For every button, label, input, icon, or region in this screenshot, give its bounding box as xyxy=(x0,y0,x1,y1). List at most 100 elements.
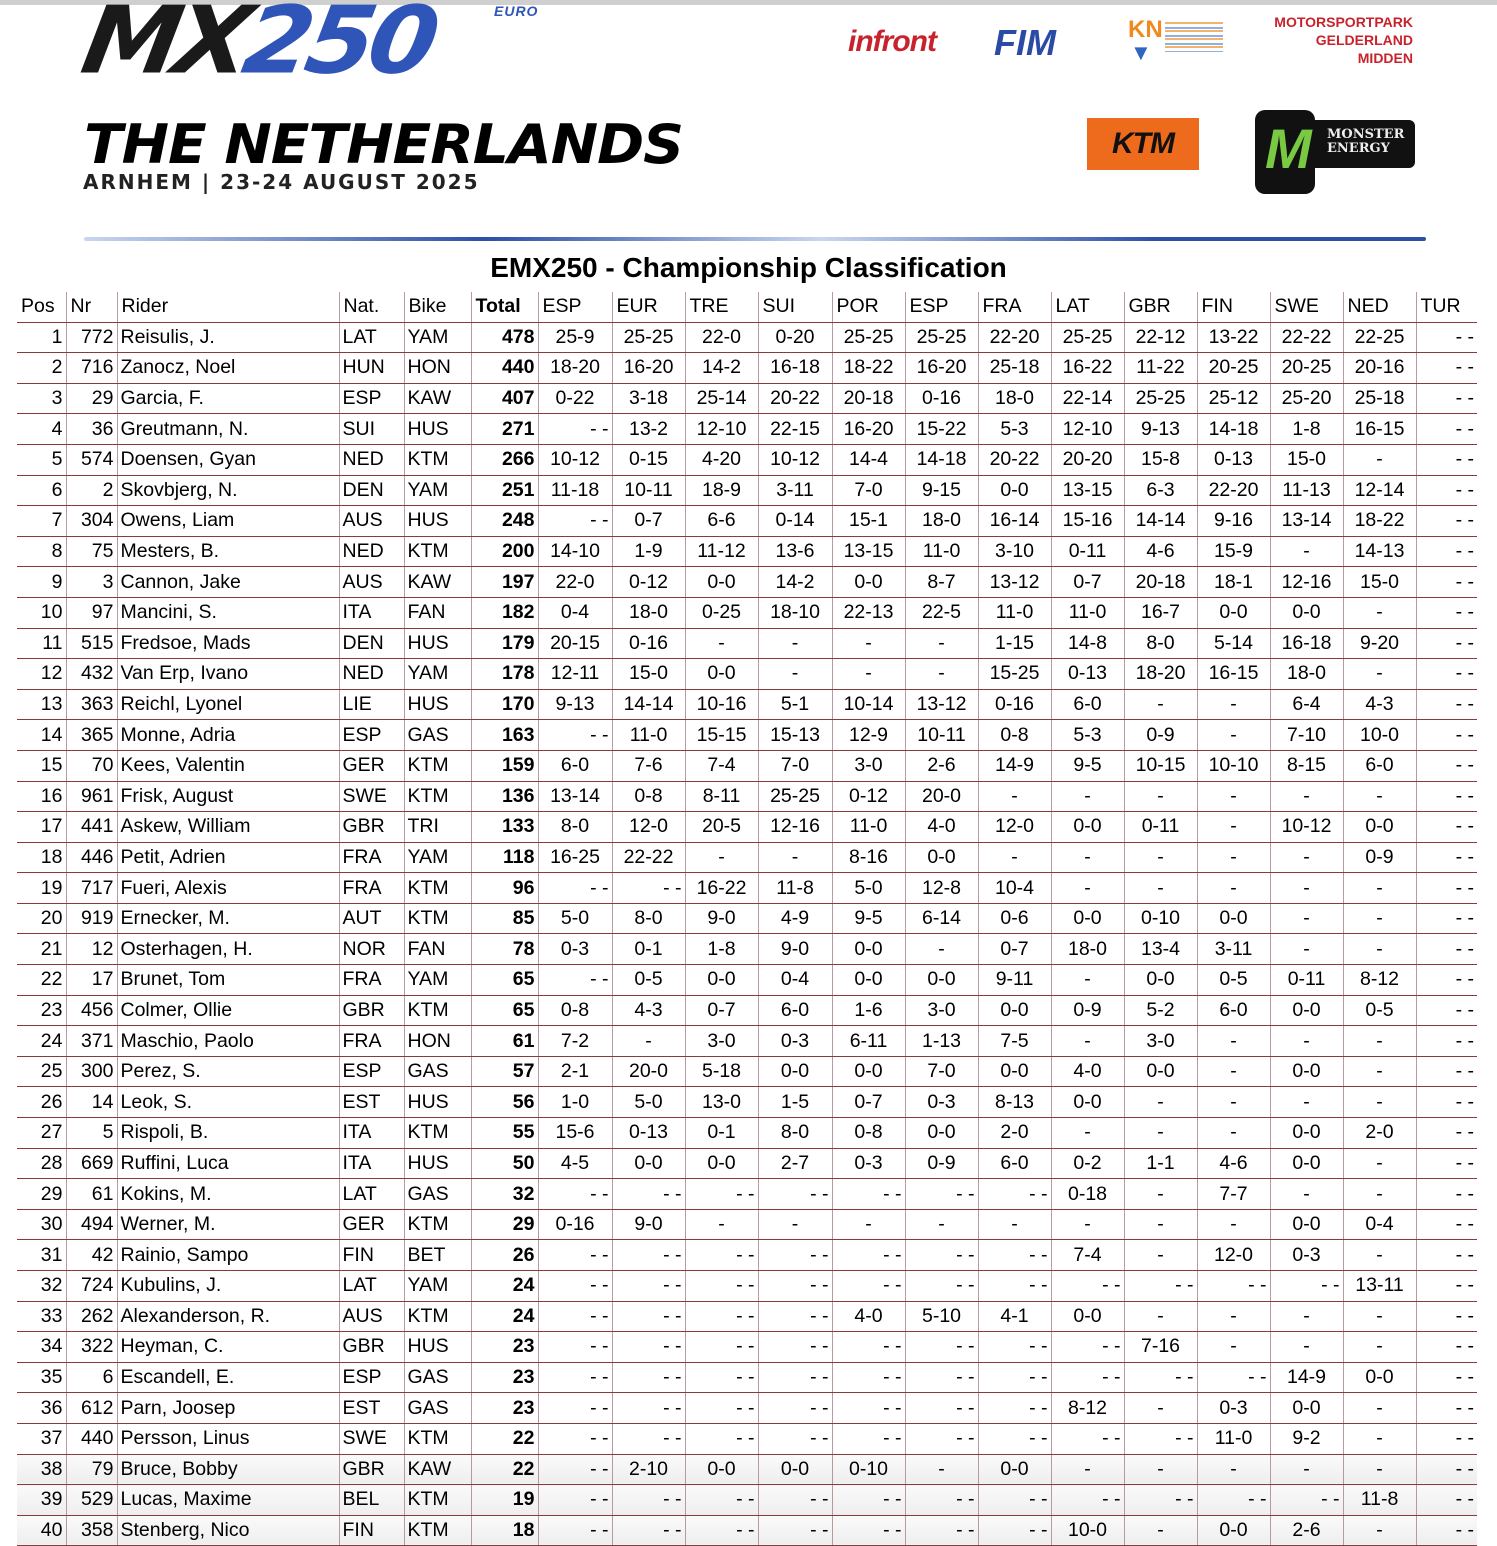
result-cell: 0-4 xyxy=(537,597,612,629)
position-cell: 8 xyxy=(17,536,66,568)
result-cell: - - xyxy=(1415,1392,1477,1424)
result-cell: 8-0 xyxy=(1123,628,1197,660)
column-header: Nat. xyxy=(338,292,404,323)
result-cell: 0-8 xyxy=(831,1117,905,1149)
result-cell: 2-1 xyxy=(537,1056,612,1088)
number-cell: 772 xyxy=(65,322,117,354)
result-cell: 22-22 xyxy=(1269,322,1343,354)
number-cell: 322 xyxy=(65,1331,117,1363)
nationality-cell: SWE xyxy=(338,781,404,813)
number-cell: 574 xyxy=(65,444,117,476)
result-cell: - xyxy=(1196,842,1270,874)
rider-cell: Fredsoe, Mads xyxy=(116,628,339,660)
nationality-cell: FRA xyxy=(338,964,404,996)
rider-cell: Stenberg, Nico xyxy=(116,1515,339,1546)
result-cell: - xyxy=(1342,658,1416,690)
result-cell: 6-4 xyxy=(1269,689,1343,721)
result-cell: 25-25 xyxy=(611,322,685,354)
result-cell: 9-11 xyxy=(977,964,1051,996)
header-divider xyxy=(84,237,1426,241)
result-cell: - xyxy=(1196,781,1270,813)
nationality-cell: EST xyxy=(338,1392,404,1424)
result-cell: - - xyxy=(831,1423,905,1455)
result-cell: - - xyxy=(831,1392,905,1424)
result-cell: 25-25 xyxy=(904,322,978,354)
column-header: ESP xyxy=(904,292,978,323)
total-cell: 248 xyxy=(470,505,538,537)
monster-claw-icon: M xyxy=(1265,117,1312,180)
result-cell: 8-12 xyxy=(1050,1392,1124,1424)
result-cell: 7-0 xyxy=(831,475,905,507)
result-cell: 0-3 xyxy=(904,1086,978,1119)
result-cell: 0-9 xyxy=(1050,995,1124,1027)
result-cell: 14-18 xyxy=(1196,413,1270,445)
result-cell: - - xyxy=(1050,1423,1124,1455)
position-cell: 40 xyxy=(17,1515,66,1546)
result-cell: 15-0 xyxy=(1269,444,1343,476)
total-cell: 22 xyxy=(470,1454,538,1486)
result-cell: - xyxy=(1050,872,1124,904)
result-cell: - xyxy=(1196,811,1270,843)
result-cell: 0-0 xyxy=(904,964,978,996)
rider-cell: Werner, M. xyxy=(116,1209,339,1241)
rider-cell: Fueri, Alexis xyxy=(116,872,339,904)
result-cell: - xyxy=(1196,1454,1270,1486)
result-cell: - - xyxy=(977,1239,1051,1271)
result-cell: 0-3 xyxy=(1269,1239,1343,1271)
result-cell: 16-15 xyxy=(1342,413,1416,445)
result-cell: - xyxy=(611,1025,685,1057)
result-cell: 1-1 xyxy=(1123,1148,1197,1180)
result-cell: 13-15 xyxy=(831,536,905,568)
rider-cell: Frisk, August xyxy=(116,781,339,813)
result-cell: 4-5 xyxy=(537,1148,612,1180)
result-cell: 0-2 xyxy=(1050,1148,1124,1180)
table-row: 12 432 Van Erp, Ivano NED YAM 178 12-11 15-0 0-0… xyxy=(17,658,1477,690)
table-row: 20 919 Ernecker, M. AUT KTM 85 5-0 8-0 9-0 4-9 9-5… xyxy=(17,903,1477,935)
result-cell: 0-0 xyxy=(831,566,905,598)
table-row: 25 300 Perez, S. ESP GAS 57 2-1 20-0 5-18 0-0 0-0 7… xyxy=(17,1056,1477,1088)
position-cell: 4 xyxy=(17,413,66,445)
result-cell: 3-11 xyxy=(1196,933,1270,966)
result-cell: - - xyxy=(537,505,612,537)
total-cell: 19 xyxy=(470,1484,538,1516)
result-cell: 3-0 xyxy=(684,1025,758,1057)
result-cell: - xyxy=(1269,903,1343,935)
column-header: Nr xyxy=(65,292,117,323)
result-cell: 0-7 xyxy=(684,995,758,1027)
rider-cell: Mancini, S. xyxy=(116,597,339,629)
result-cell: 0-0 xyxy=(977,475,1051,507)
result-cell: - - xyxy=(537,964,612,996)
result-cell: - xyxy=(1196,1025,1270,1057)
result-cell: 8-15 xyxy=(1269,750,1343,782)
position-cell: 24 xyxy=(17,1025,66,1057)
result-cell: - xyxy=(1342,872,1416,904)
result-cell: 0-0 xyxy=(1196,903,1270,935)
result-cell: 5-0 xyxy=(611,1086,685,1119)
nationality-cell: GBR xyxy=(338,995,404,1027)
result-cell: - - xyxy=(1415,995,1477,1027)
result-cell: 8-0 xyxy=(757,1117,832,1149)
position-cell: 13 xyxy=(17,689,66,721)
result-cell: 11-18 xyxy=(537,475,612,507)
result-cell: - - xyxy=(684,1484,758,1516)
nationality-cell: AUT xyxy=(338,903,404,935)
bike-cell: HON xyxy=(403,352,471,384)
result-cell: 9-20 xyxy=(1342,628,1416,660)
result-cell: 11-8 xyxy=(757,872,832,904)
result-cell: 25-25 xyxy=(831,322,905,354)
table-row: 1 772 Reisulis, J. LAT YAM 478 25-9 25-25 22-0 0-… xyxy=(17,322,1477,354)
total-cell: 200 xyxy=(470,536,538,568)
position-cell: 26 xyxy=(17,1086,66,1119)
result-cell: - xyxy=(1196,872,1270,904)
result-cell: 0-5 xyxy=(1342,995,1416,1027)
position-cell: 6 xyxy=(17,475,66,507)
result-cell: 0-0 xyxy=(1123,964,1197,996)
result-cell: 18-0 xyxy=(611,597,685,629)
result-cell: 15-0 xyxy=(611,658,685,690)
number-cell: 363 xyxy=(65,689,117,721)
result-cell: - - xyxy=(1415,1331,1477,1363)
table-row: 5 574 Doensen, Gyan NED KTM 266 10-12 0-15 4-20 1… xyxy=(17,444,1477,476)
rider-cell: Colmer, Ollie xyxy=(116,995,339,1027)
total-cell: 271 xyxy=(470,413,538,445)
nationality-cell: NED xyxy=(338,536,404,568)
